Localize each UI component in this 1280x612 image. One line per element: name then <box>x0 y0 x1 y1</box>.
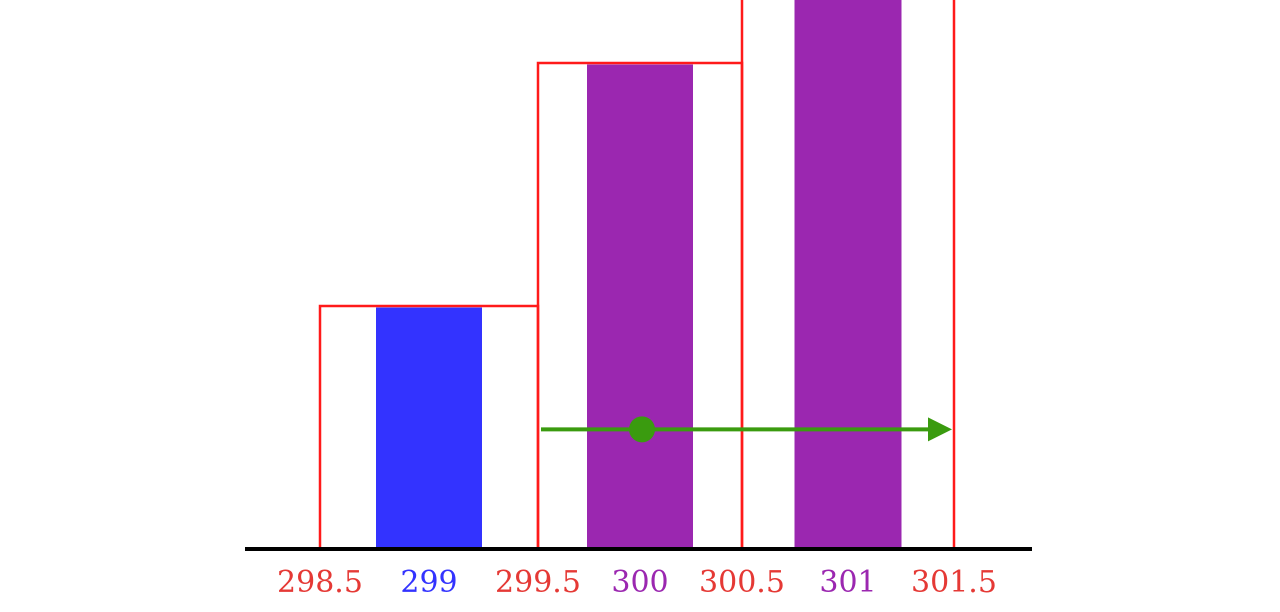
bar-299 <box>376 307 482 549</box>
boundary-label: 301.5 <box>911 565 997 600</box>
arrow <box>541 416 952 443</box>
arrow-head-icon <box>928 417 952 442</box>
boundary-label: 300.5 <box>699 565 785 600</box>
boundary-label: 299.5 <box>495 565 581 600</box>
bars <box>376 0 902 550</box>
center-label: 299 <box>400 565 457 600</box>
bar-300 <box>587 64 693 549</box>
arrow-dot <box>629 416 655 443</box>
boundary-label: 298.5 <box>277 565 363 600</box>
center-label: 300 <box>611 565 668 600</box>
center-label: 301 <box>819 565 876 600</box>
bar-301 <box>794 0 902 550</box>
tick-labels: 298.5 299.5 300.5 301.5 299 300 301 <box>277 565 997 600</box>
